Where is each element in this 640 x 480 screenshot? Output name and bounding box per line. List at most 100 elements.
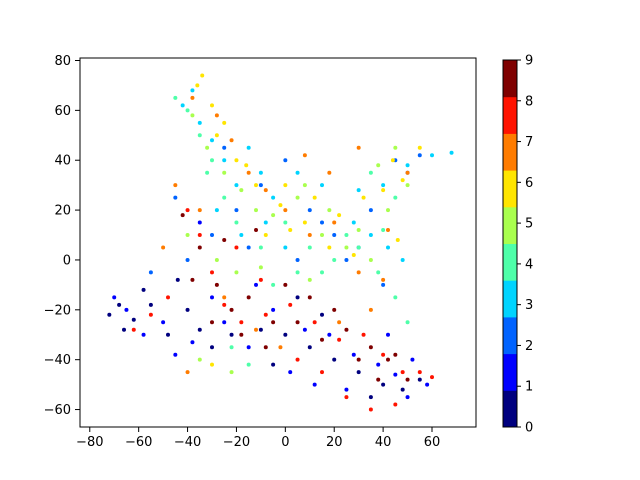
scatter-point-1 — [410, 357, 415, 362]
scatter-points-layer — [107, 73, 454, 412]
scatter-point-7 — [229, 138, 234, 143]
colorbar-tick-label: 5 — [525, 217, 533, 232]
colorbar-tick-label: 3 — [525, 298, 533, 313]
scatter-point-9 — [320, 337, 324, 342]
scatter-point-1 — [161, 320, 166, 325]
scatter-point-0 — [368, 395, 373, 400]
scatter-point-5 — [356, 228, 361, 233]
scatter-point-1 — [197, 220, 202, 225]
scatter-point-5 — [295, 195, 300, 200]
scatter-point-4 — [258, 245, 263, 250]
scatter-point-1 — [425, 382, 430, 387]
scatter-point-7 — [161, 245, 166, 250]
scatter-point-8 — [210, 270, 214, 275]
scatter-point-3 — [190, 88, 195, 93]
scatter-point-1 — [254, 282, 258, 287]
scatter-point-3 — [246, 145, 251, 150]
scatter-point-3 — [234, 183, 239, 188]
scatter-point-6 — [288, 228, 293, 233]
scatter-point-2 — [246, 245, 251, 250]
scatter-point-6 — [361, 195, 366, 200]
scatter-point-3 — [214, 208, 219, 213]
scatter-point-8 — [400, 370, 405, 375]
scatter-point-2 — [222, 145, 227, 150]
scatter-point-0 — [295, 295, 300, 300]
scatter-point-0 — [271, 362, 276, 367]
scatter-point-7 — [302, 153, 307, 158]
scatter-point-1 — [222, 320, 227, 325]
scatter-point-6 — [381, 188, 386, 193]
scatter-point-9 — [368, 345, 373, 350]
colorbar-tick-label: 2 — [525, 339, 533, 354]
scatter-point-2 — [234, 208, 239, 213]
scatter-point-6 — [351, 252, 356, 257]
scatter-point-3 — [180, 103, 185, 108]
scatter-point-5 — [393, 145, 398, 150]
scatter-point-0 — [229, 332, 234, 337]
scatter-point-9 — [386, 357, 390, 362]
scatter-point-9 — [356, 357, 361, 362]
scatter-point-9 — [197, 245, 202, 250]
scatter-point-8 — [417, 370, 422, 375]
scatter-point-7 — [185, 370, 190, 375]
colorbar-tick-label: 4 — [525, 257, 533, 272]
x-tick-label: 60 — [424, 435, 441, 450]
scatter-point-8 — [148, 312, 153, 317]
x-tick-label: 0 — [281, 435, 289, 450]
scatter-point-1 — [190, 340, 195, 345]
scatter-point-4 — [229, 345, 234, 350]
scatter-point-9 — [271, 320, 276, 325]
scatter-point-4 — [197, 133, 202, 138]
scatter-point-1 — [288, 370, 293, 375]
colorbar-tick-label: 6 — [525, 176, 533, 191]
scatter-point-5 — [190, 113, 195, 118]
scatter-point-6 — [234, 158, 239, 163]
scatter-point-0 — [175, 277, 180, 282]
scatter-point-6 — [244, 163, 249, 168]
scatter-point-9 — [344, 327, 349, 332]
scatter-point-5 — [234, 270, 239, 275]
scatter-point-2 — [173, 195, 178, 200]
scatter-point-4 — [307, 245, 312, 250]
scatter-point-7 — [190, 95, 195, 100]
scatter-point-9 — [210, 320, 214, 325]
scatter-point-5 — [320, 233, 324, 238]
y-tick-label: −20 — [44, 303, 71, 318]
scatter-point-9 — [190, 277, 195, 282]
scatter-point-4 — [405, 320, 410, 325]
scatter-point-3 — [197, 120, 202, 125]
scatter-point-6 — [302, 220, 307, 225]
scatter-point-6 — [390, 158, 395, 163]
scatter-point-4 — [376, 270, 381, 275]
scatter-point-0 — [148, 302, 153, 307]
scatter-point-7 — [283, 208, 288, 213]
scatter-point-6 — [337, 213, 342, 218]
scatter-point-8 — [234, 245, 239, 250]
colorbar-tick-label: 8 — [525, 94, 533, 109]
scatter-point-0 — [166, 332, 170, 337]
scatter-point-9 — [214, 282, 219, 287]
scatter-point-3 — [386, 245, 390, 250]
scatter-point-5 — [185, 233, 190, 238]
scatter-point-0 — [117, 302, 122, 307]
scatter-point-8 — [258, 277, 263, 282]
colorbar-segment-5 — [503, 206, 517, 244]
scatter-point-3 — [295, 170, 300, 175]
scatter-point-7 — [356, 270, 361, 275]
scatter-point-0 — [197, 327, 202, 332]
scatter-point-6 — [278, 203, 283, 208]
scatter-point-5 — [229, 370, 234, 375]
scatter-point-5 — [386, 208, 390, 213]
scatter-point-7 — [327, 170, 332, 175]
y-tick-label: 60 — [54, 104, 71, 119]
scatter-point-3 — [356, 188, 361, 193]
scatter-point-7 — [332, 220, 337, 225]
scatter-point-8 — [393, 402, 398, 407]
scatter-point-1 — [124, 307, 129, 312]
colorbar-segment-1 — [503, 353, 517, 391]
colorbar-tick-label: 9 — [525, 54, 533, 69]
scatter-point-6 — [312, 195, 317, 200]
scatter-point-4 — [393, 195, 398, 200]
scatter-point-1 — [210, 295, 214, 300]
